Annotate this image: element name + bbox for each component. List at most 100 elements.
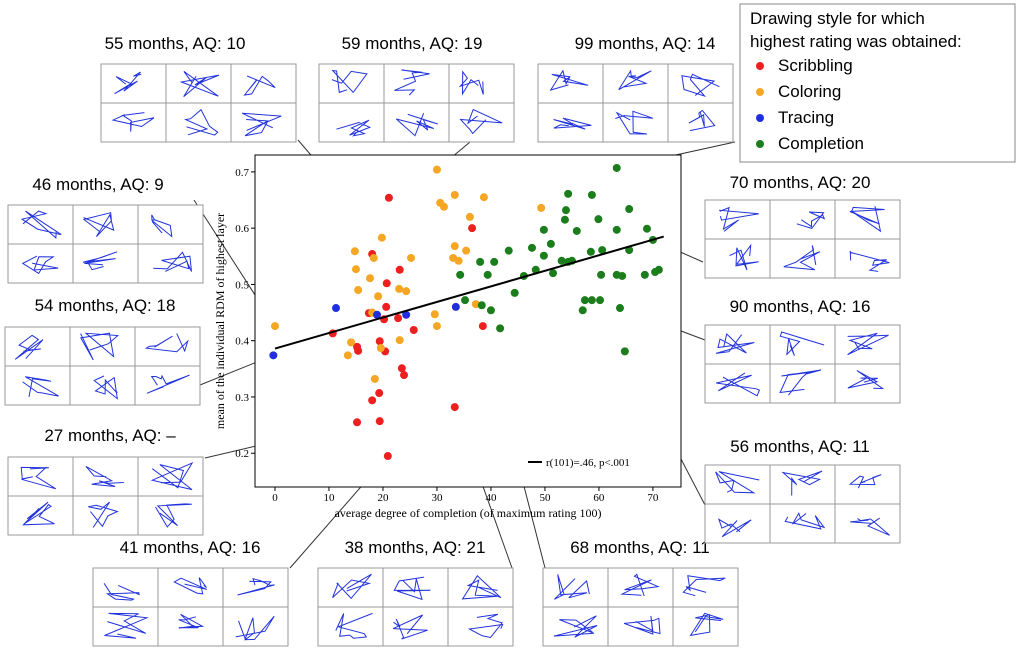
data-point xyxy=(331,304,340,313)
drawing-sketch xyxy=(85,465,124,487)
data-point xyxy=(366,274,375,283)
data-point xyxy=(432,165,441,174)
drawing-sketch xyxy=(783,245,821,271)
data-point xyxy=(598,246,607,255)
x-axis-label: average degree of completion (of maximum… xyxy=(335,506,602,520)
drawing-sketch xyxy=(779,331,825,356)
thumbnail-cell xyxy=(769,503,836,544)
drawing-sketch xyxy=(681,73,720,98)
drawing-sketch xyxy=(22,376,59,397)
drawing-sketch xyxy=(716,372,761,397)
thumbnail-cell xyxy=(542,567,609,608)
drawing-sketch xyxy=(150,462,194,491)
data-point xyxy=(486,306,495,315)
drawing-sketch xyxy=(144,333,189,353)
data-point xyxy=(382,279,391,288)
data-point xyxy=(654,265,663,274)
data-point xyxy=(343,351,352,360)
drawing-sketch xyxy=(848,474,882,489)
x-tick-label: 10 xyxy=(323,492,335,504)
thumbnail-cell xyxy=(318,63,385,104)
y-tick-label: 0.2 xyxy=(235,448,249,460)
drawing-sketch xyxy=(103,583,140,601)
drawing-sketch xyxy=(20,210,62,239)
data-point xyxy=(376,344,385,353)
drawing-sketch xyxy=(155,503,192,528)
thumbnail-cell xyxy=(769,464,836,505)
data-point xyxy=(353,418,362,427)
data-point xyxy=(597,270,606,279)
drawing-sketch xyxy=(20,466,57,490)
drawing-sketch xyxy=(620,573,660,597)
drawing-sketch xyxy=(847,370,885,390)
data-point xyxy=(450,242,459,251)
drawing-sketch xyxy=(461,575,502,600)
data-point xyxy=(640,270,649,279)
data-point xyxy=(375,417,384,426)
data-point xyxy=(400,371,409,380)
thumbnail-cell xyxy=(222,606,289,647)
drawing-sketch xyxy=(331,69,368,94)
thumbnail-cell xyxy=(607,606,674,647)
thumbnail-cell xyxy=(318,102,385,143)
data-point xyxy=(383,452,392,461)
data-point xyxy=(510,288,519,297)
data-point xyxy=(483,270,492,279)
drawing-sketch xyxy=(21,255,59,275)
thumbnail-cell xyxy=(137,495,204,536)
data-point xyxy=(539,251,548,260)
y-tick-label: 0.3 xyxy=(235,392,249,404)
drawing-sketch xyxy=(729,243,759,271)
drawing-sketch xyxy=(153,251,192,272)
data-point xyxy=(395,284,404,293)
data-point xyxy=(402,310,411,319)
thumbnail-cell xyxy=(704,363,771,404)
data-point xyxy=(377,233,386,242)
x-tick-label: 60 xyxy=(593,492,605,504)
data-point xyxy=(451,302,460,311)
data-point xyxy=(615,304,624,313)
drawing-sketch xyxy=(458,70,484,96)
thumbnail-cell xyxy=(230,63,297,104)
drawing-sketch xyxy=(332,573,372,600)
drawing-sketch xyxy=(847,332,889,356)
data-point xyxy=(461,296,470,305)
drawing-sketch xyxy=(392,614,428,640)
data-point xyxy=(456,270,465,279)
thumbnail-cell xyxy=(704,464,771,505)
data-point xyxy=(478,322,487,331)
y-axis-label: mean of the individual RDM of highest la… xyxy=(213,213,227,429)
drawing-sketch xyxy=(336,119,372,137)
data-point xyxy=(430,310,439,319)
data-point xyxy=(354,346,363,355)
thumbnail-cell xyxy=(383,102,450,143)
drawing-sketch xyxy=(682,575,726,597)
data-point xyxy=(504,246,513,255)
data-point xyxy=(395,265,404,274)
data-point xyxy=(642,224,651,233)
data-point xyxy=(374,292,383,301)
data-point xyxy=(490,257,499,266)
drawing-sketch xyxy=(796,211,826,229)
data-point xyxy=(351,265,360,274)
drawing-sketch xyxy=(393,576,431,601)
annotation-label: 99 months, AQ: 14 xyxy=(575,34,716,53)
data-point xyxy=(572,226,581,235)
data-point xyxy=(409,326,418,335)
thumbnail-cell xyxy=(72,243,139,284)
y-tick-label: 0.5 xyxy=(235,279,249,291)
thumbnail-cell xyxy=(769,324,836,365)
drawing-sketch xyxy=(88,501,119,528)
data-point xyxy=(370,374,379,383)
thumbnail-cell xyxy=(4,365,71,406)
drawing-sketch xyxy=(717,518,752,538)
data-point xyxy=(578,306,587,315)
data-point xyxy=(612,225,621,234)
x-tick-label: 0 xyxy=(272,492,278,504)
drawing-sketch xyxy=(178,613,205,629)
legend-box xyxy=(739,3,1016,163)
drawing-sketch xyxy=(784,512,826,530)
drawing-sketch xyxy=(618,69,652,91)
legend-marker xyxy=(756,62,764,70)
annotation-label: 41 months, AQ: 16 xyxy=(120,538,261,557)
